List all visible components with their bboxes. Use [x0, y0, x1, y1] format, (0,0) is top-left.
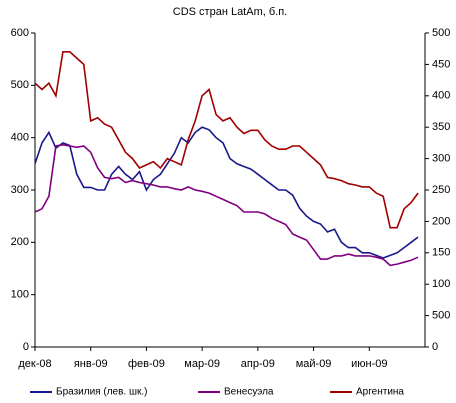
x-tick-label: дек-08 [18, 358, 51, 370]
y-tick-label: 100 [11, 289, 29, 301]
y2-tick-label: 300 [432, 153, 450, 165]
y-tick-label: 400 [11, 132, 29, 144]
y2-tick-label: 500 [432, 310, 450, 322]
y2-tick-label: 0 [432, 341, 438, 353]
x-tick-label: янв-09 [74, 358, 108, 370]
chart-title: CDS стран LatAm, б.п. [173, 6, 287, 18]
y2-tick-label: 150 [432, 247, 450, 259]
series-line [34, 51, 419, 229]
legend-label: Бразилия (лев. шк.) [56, 387, 147, 398]
y2-tick-label: 350 [432, 121, 450, 133]
series-line [34, 126, 419, 259]
x-tick-label: мар-09 [184, 358, 220, 370]
y-tick-label: 300 [11, 184, 29, 196]
y2-tick-label: 200 [432, 215, 450, 227]
y2-tick-label: 100 [432, 278, 450, 290]
x-tick-label: май-09 [296, 358, 332, 370]
y-tick-label: 600 [11, 27, 29, 39]
legend-label: Венесуэла [224, 387, 274, 398]
series-line [34, 143, 419, 267]
x-tick-label: фев-09 [128, 358, 165, 370]
y2-tick-label: 250 [432, 184, 450, 196]
x-tick-label: апр-09 [241, 358, 275, 370]
x-tick-label: июн-09 [351, 358, 387, 370]
y-tick-label: 0 [23, 341, 29, 353]
y2-tick-label: 450 [432, 58, 450, 70]
y2-tick-label: 500 [432, 27, 450, 39]
y-tick-label: 500 [11, 79, 29, 91]
y2-tick-label: 400 [432, 90, 450, 102]
y-tick-label: 200 [11, 236, 29, 248]
legend-label: Аргентина [356, 387, 404, 398]
